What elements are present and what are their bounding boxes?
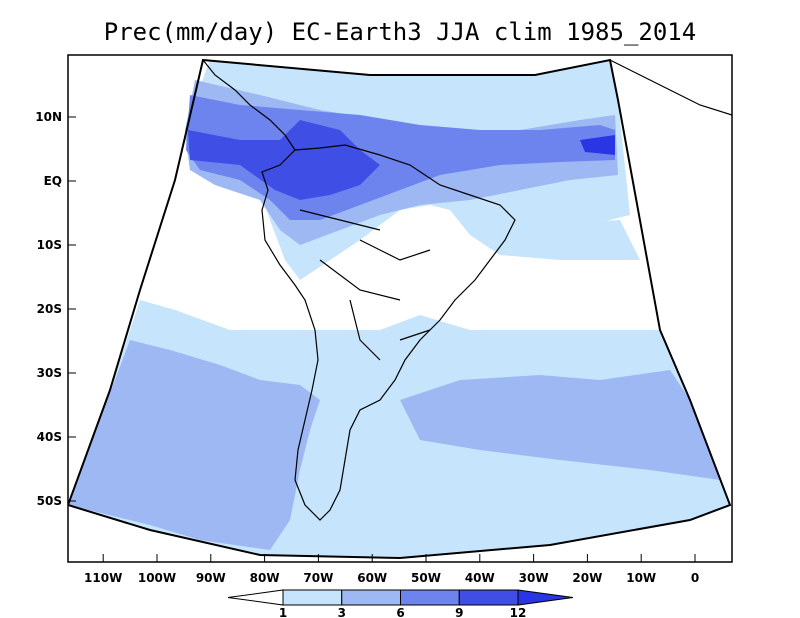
colorbar-low-arrow — [227, 589, 284, 606]
precip-band-1-3-equatorial — [450, 210, 640, 260]
colorbar-segment — [458, 589, 519, 606]
colorbar-segment — [400, 589, 460, 606]
map-plot-area — [68, 55, 732, 562]
lat-tick-label: 50S — [37, 494, 62, 508]
central-america-coastline — [202, 59, 296, 151]
lon-tick-label: 80W — [250, 571, 280, 585]
south-america-coastline — [261, 144, 516, 521]
coastlines — [202, 59, 732, 521]
lon-tick-label: 90W — [196, 571, 226, 585]
lat-tick-label: 40S — [37, 430, 62, 444]
lat-tick-label: 10S — [37, 238, 62, 252]
colorbar-segment — [341, 589, 401, 606]
lon-tick-label: 0 — [691, 571, 699, 585]
lon-tick-label: 70W — [303, 571, 333, 585]
lon-tick-label: 60W — [357, 571, 387, 585]
precip-band-gt12 — [580, 135, 615, 155]
colorbar-label: 1 — [279, 606, 287, 618]
colorbar-label: 3 — [338, 606, 346, 618]
colorbar-label: 9 — [455, 606, 463, 618]
lon-tick-label: 10W — [626, 571, 656, 585]
lon-tick-label: 20W — [572, 571, 602, 585]
lat-tick-label: 30S — [37, 366, 62, 380]
latitude-axis: 10N EQ 10S 20S 30S 40S 50S — [35, 110, 76, 508]
colorbar: 1 3 6 9 12 — [227, 589, 574, 618]
lat-tick-label: 20S — [37, 302, 62, 316]
colorbar-segment — [282, 589, 343, 606]
lat-tick-label: 10N — [35, 110, 62, 124]
map-title: Prec(mm/day) EC-Earth3 JJA clim 1985_201… — [104, 18, 696, 46]
longitude-axis: 110W 100W 90W 80W 70W 60W 50W 40W 30W 20W 10W 0 — [84, 554, 699, 585]
precip-band-3-6-atlantic — [400, 370, 720, 480]
precip-band-3-6-south — [68, 340, 320, 550]
lon-tick-label: 50W — [411, 571, 441, 585]
colorbar-high-arrow — [517, 589, 574, 606]
colorbar-label: 12 — [510, 606, 527, 618]
lon-tick-label: 30W — [519, 571, 549, 585]
colorbar-label: 6 — [396, 606, 404, 618]
lon-tick-label: 100W — [138, 571, 176, 585]
model-domain-outline — [68, 58, 732, 560]
africa-coastline — [609, 59, 732, 116]
lon-tick-label: 110W — [84, 571, 122, 585]
lat-tick-label: EQ — [44, 174, 62, 188]
precip-band-9-12 — [188, 120, 380, 200]
country-borders — [299, 209, 431, 361]
lon-tick-label: 40W — [465, 571, 495, 585]
